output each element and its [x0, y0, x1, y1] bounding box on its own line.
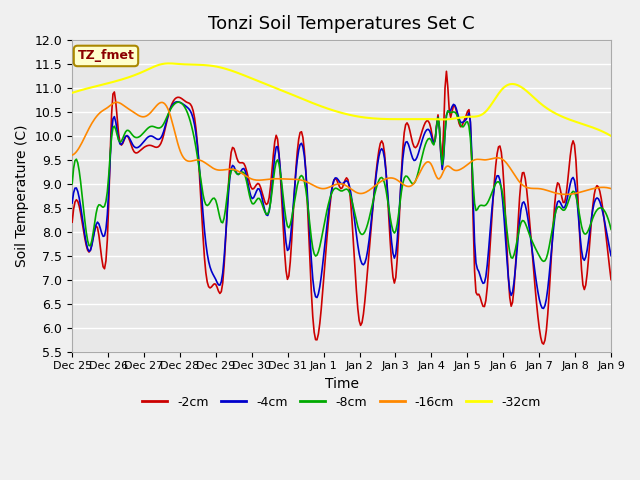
Y-axis label: Soil Temperature (C): Soil Temperature (C): [15, 125, 29, 267]
Legend: -2cm, -4cm, -8cm, -16cm, -32cm: -2cm, -4cm, -8cm, -16cm, -32cm: [138, 391, 546, 414]
X-axis label: Time: Time: [324, 377, 358, 391]
Title: Tonzi Soil Temperatures Set C: Tonzi Soil Temperatures Set C: [208, 15, 475, 33]
Text: TZ_fmet: TZ_fmet: [77, 49, 134, 62]
